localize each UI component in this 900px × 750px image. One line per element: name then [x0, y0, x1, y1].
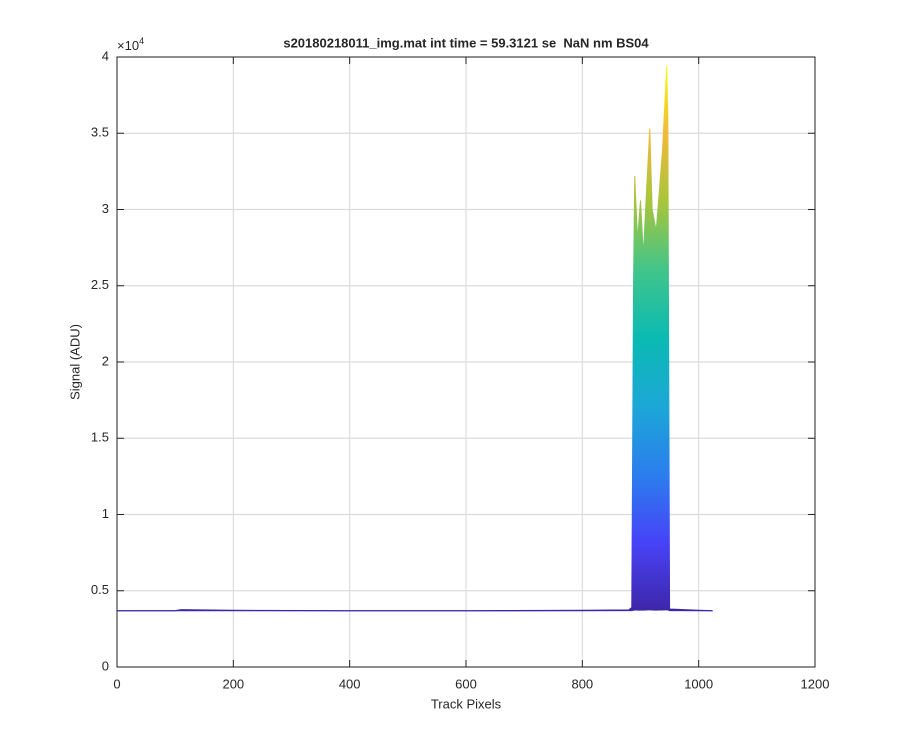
y-tick-label: 1 — [102, 506, 109, 521]
x-tick-label: 600 — [455, 676, 477, 691]
y-tick-label: 4 — [102, 48, 109, 63]
y-exponent-base: ×10 — [117, 38, 139, 53]
y-tick-label: 1.5 — [91, 430, 109, 445]
x-tick-label: 1000 — [684, 676, 713, 691]
y-exponent: ×104 — [117, 36, 144, 53]
y-tick-label: 0.5 — [91, 582, 109, 597]
y-tick-label: 0 — [102, 658, 109, 673]
y-tick-label: 3 — [102, 201, 109, 216]
x-tick-label: 400 — [339, 676, 361, 691]
x-tick-label: 200 — [222, 676, 244, 691]
y-tick-label: 2.5 — [91, 277, 109, 292]
y-exponent-power: 4 — [139, 36, 144, 46]
y-axis-label: Signal (ADU) — [67, 324, 82, 400]
y-tick-label: 3.5 — [91, 125, 109, 140]
x-tick-label: 1200 — [801, 676, 830, 691]
series-line — [117, 609, 713, 612]
y-tick-label: 2 — [102, 353, 109, 368]
x-axis-label: Track Pixels — [431, 696, 502, 711]
x-tick-label: 800 — [571, 676, 593, 691]
chart-title: s20180218011_img.mat int time = 59.3121 … — [283, 35, 649, 50]
surface-fill — [117, 66, 713, 611]
x-tick-label: 0 — [113, 676, 120, 691]
